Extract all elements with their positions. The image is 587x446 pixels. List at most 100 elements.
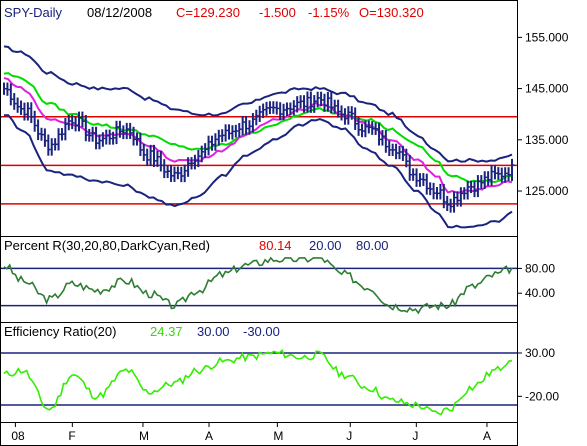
price-bar bbox=[115, 120, 120, 145]
price-bar bbox=[500, 167, 505, 183]
price-bar bbox=[504, 167, 508, 183]
price-bar bbox=[313, 95, 317, 113]
price-bar bbox=[354, 107, 358, 130]
price-bar bbox=[71, 114, 75, 130]
price-bar bbox=[221, 129, 225, 143]
price-bar bbox=[88, 128, 92, 142]
price-bar bbox=[395, 143, 399, 160]
price-bar bbox=[156, 150, 160, 167]
price-bar bbox=[251, 113, 256, 133]
price-bar bbox=[74, 116, 79, 132]
price-bar bbox=[285, 102, 290, 117]
price-bar bbox=[101, 132, 106, 147]
price-bar bbox=[493, 165, 498, 180]
price-bar bbox=[78, 111, 82, 132]
price-bar bbox=[108, 129, 113, 145]
price-bar bbox=[374, 122, 379, 135]
price-bar bbox=[371, 121, 375, 135]
price-bar bbox=[405, 148, 409, 168]
price-bar bbox=[30, 102, 34, 124]
price-bar bbox=[57, 128, 62, 151]
price-bar bbox=[330, 92, 334, 114]
price-bar bbox=[316, 91, 321, 108]
price-bar bbox=[241, 115, 246, 136]
price-bar bbox=[210, 135, 215, 151]
efficiency-value: 24.37 bbox=[150, 324, 183, 339]
percent-r-title: Percent R(30,20,80,DarkCyan,Red) bbox=[4, 238, 210, 253]
price-bar bbox=[337, 99, 341, 118]
price-bar bbox=[255, 109, 259, 126]
price-bar bbox=[487, 171, 491, 186]
price-bar bbox=[473, 180, 477, 198]
x-tick-label: A bbox=[483, 429, 491, 443]
price-bar bbox=[442, 183, 447, 209]
price-bar bbox=[333, 99, 338, 114]
header-open: O=130.320 bbox=[359, 5, 424, 20]
price-bar bbox=[364, 120, 368, 138]
price-bar bbox=[214, 133, 218, 151]
price-bar bbox=[432, 182, 437, 200]
price-bar bbox=[490, 165, 495, 186]
price-bar bbox=[245, 115, 249, 135]
price-bar bbox=[170, 165, 174, 182]
price-bar bbox=[439, 183, 443, 200]
price-bar bbox=[476, 175, 481, 198]
price-bar bbox=[408, 155, 413, 181]
price-bar bbox=[91, 126, 96, 142]
price-bar bbox=[340, 105, 345, 121]
price-bar bbox=[122, 125, 126, 140]
x-tick-label: M bbox=[139, 429, 149, 443]
header-close: C=129.230 bbox=[176, 5, 240, 20]
price-bar bbox=[204, 143, 208, 158]
price-bar bbox=[449, 198, 454, 213]
header-date: 08/12/2008 bbox=[87, 5, 152, 20]
x-tick-label: J bbox=[412, 429, 418, 443]
price-bar bbox=[446, 195, 450, 212]
price-bar bbox=[367, 120, 372, 134]
x-tick-label: M bbox=[273, 429, 283, 443]
price-bar bbox=[37, 119, 41, 141]
price-bar bbox=[466, 180, 471, 200]
price-bar bbox=[98, 134, 102, 150]
price-bar bbox=[95, 126, 99, 150]
series-ma-green bbox=[3, 72, 513, 184]
price-bar bbox=[279, 102, 283, 121]
header-change: -1.500 bbox=[259, 5, 296, 20]
price-bar bbox=[231, 125, 235, 140]
price-bar bbox=[50, 138, 55, 156]
price-bar bbox=[299, 95, 304, 109]
price-bar bbox=[323, 93, 327, 112]
header-pct: -1.15% bbox=[308, 5, 350, 20]
percent-r-low: 20.00 bbox=[309, 238, 342, 253]
price-bar bbox=[13, 93, 17, 110]
price-bar bbox=[54, 138, 58, 151]
price-bar bbox=[511, 158, 515, 181]
price-bar bbox=[217, 129, 222, 146]
price-bar bbox=[262, 103, 266, 119]
price-bar bbox=[320, 91, 324, 107]
price-bar bbox=[378, 122, 382, 146]
price-bar bbox=[64, 117, 68, 141]
price-bar bbox=[43, 128, 48, 147]
price-bar bbox=[105, 129, 109, 145]
price-bar bbox=[200, 145, 205, 163]
price-bar bbox=[275, 101, 280, 115]
price-bar bbox=[47, 134, 51, 156]
x-tick-label: A bbox=[205, 429, 213, 443]
x-tick-label: 08 bbox=[11, 429, 25, 443]
price-bar bbox=[292, 100, 297, 116]
price-bar bbox=[272, 101, 276, 114]
price-bar bbox=[67, 114, 72, 131]
price-bar bbox=[163, 159, 167, 179]
price-bar bbox=[183, 164, 188, 183]
series-lower-band bbox=[3, 114, 513, 229]
price-bar bbox=[435, 186, 440, 200]
price-y-tick-label: 125.000 bbox=[525, 184, 569, 198]
price-bar bbox=[20, 100, 24, 115]
price-bar bbox=[418, 173, 423, 187]
price-bar bbox=[26, 102, 31, 121]
price-bar bbox=[360, 123, 365, 138]
price-bar bbox=[207, 135, 212, 156]
price-bar bbox=[248, 120, 252, 135]
